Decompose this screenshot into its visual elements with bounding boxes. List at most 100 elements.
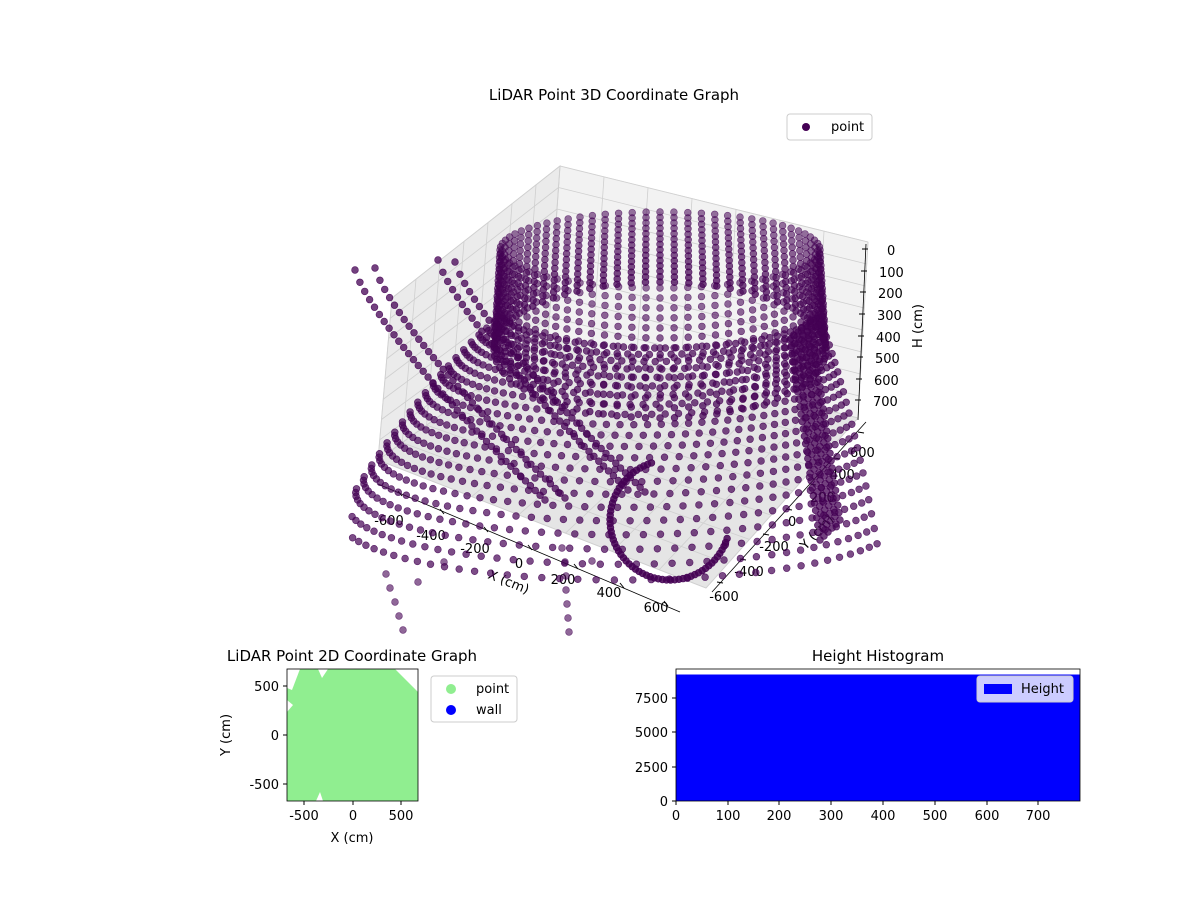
data-point bbox=[533, 405, 541, 413]
data-point bbox=[495, 329, 503, 337]
data-point bbox=[643, 420, 652, 429]
data-point bbox=[435, 431, 443, 439]
data-point bbox=[448, 517, 457, 526]
data-point bbox=[780, 330, 788, 338]
data-point bbox=[512, 445, 520, 454]
data-point bbox=[581, 389, 590, 397]
data-point bbox=[602, 420, 611, 429]
data-point bbox=[395, 308, 404, 317]
y-tick-label: -500 bbox=[249, 778, 279, 793]
data-point bbox=[563, 296, 572, 304]
data-point bbox=[779, 228, 787, 236]
data-point bbox=[639, 530, 648, 539]
data-point bbox=[656, 391, 665, 399]
data-point bbox=[782, 505, 790, 513]
data-point bbox=[476, 418, 484, 426]
data-point bbox=[768, 535, 776, 544]
data-point bbox=[514, 353, 522, 362]
data-point bbox=[485, 316, 493, 324]
data-point bbox=[616, 420, 624, 429]
data-point bbox=[794, 489, 803, 497]
data-point bbox=[606, 390, 614, 399]
data-point bbox=[739, 345, 747, 353]
data-point bbox=[667, 350, 675, 358]
data-point bbox=[549, 294, 557, 302]
data-point bbox=[529, 290, 538, 298]
data-point bbox=[742, 484, 750, 492]
data-point bbox=[688, 349, 697, 358]
data-point bbox=[463, 492, 471, 500]
data-point bbox=[697, 488, 705, 496]
data-point bbox=[797, 273, 806, 281]
data-point bbox=[378, 513, 386, 522]
data-point bbox=[796, 403, 804, 411]
data-point bbox=[589, 420, 597, 428]
data-point bbox=[641, 414, 650, 422]
data-point bbox=[725, 361, 733, 369]
data-point bbox=[736, 308, 745, 316]
data-point bbox=[747, 424, 755, 432]
data-point bbox=[558, 544, 566, 552]
data-point bbox=[787, 224, 795, 232]
data-point bbox=[711, 331, 720, 339]
data-point bbox=[538, 382, 547, 390]
data-point bbox=[773, 338, 781, 347]
data-point bbox=[722, 340, 730, 349]
data-point bbox=[592, 576, 600, 584]
data-point bbox=[522, 345, 531, 353]
data-point bbox=[792, 427, 800, 436]
legend-label-point: point bbox=[831, 120, 864, 135]
data-point bbox=[549, 501, 557, 509]
data-point bbox=[719, 347, 728, 355]
data-point bbox=[705, 542, 713, 550]
data-point bbox=[804, 454, 812, 463]
data-point bbox=[782, 491, 790, 499]
data-point bbox=[447, 548, 456, 556]
x-tick-label: 100 bbox=[716, 809, 741, 824]
y-ticks-2d: 500 0 -500 bbox=[249, 680, 287, 793]
data-point bbox=[546, 407, 554, 415]
data-point bbox=[710, 500, 719, 508]
data-point bbox=[414, 578, 422, 586]
data-point bbox=[571, 338, 579, 346]
data-point bbox=[795, 233, 803, 242]
data-point bbox=[532, 465, 540, 473]
data-point bbox=[613, 400, 621, 408]
data-point bbox=[751, 383, 760, 391]
data-point bbox=[611, 431, 619, 439]
data-point bbox=[383, 439, 391, 447]
data-point bbox=[444, 277, 452, 286]
data-point bbox=[497, 452, 505, 461]
data-point bbox=[618, 357, 626, 365]
data-point bbox=[619, 343, 628, 351]
data-point bbox=[674, 409, 683, 418]
data-point bbox=[539, 332, 547, 340]
data-point bbox=[711, 321, 720, 329]
data-point bbox=[421, 543, 429, 551]
data-point bbox=[510, 237, 519, 245]
data-point bbox=[743, 366, 752, 375]
data-point bbox=[789, 313, 797, 321]
x-tick-label: 200 bbox=[767, 809, 792, 824]
data-point bbox=[812, 514, 821, 522]
data-point bbox=[587, 319, 596, 328]
data-point bbox=[835, 553, 844, 561]
data-point bbox=[627, 279, 635, 287]
data-point bbox=[631, 391, 639, 399]
data-point bbox=[698, 418, 706, 426]
data-point bbox=[769, 480, 777, 488]
data-point bbox=[563, 600, 571, 608]
data-point bbox=[424, 347, 433, 356]
data-point bbox=[688, 543, 696, 551]
data-point bbox=[794, 227, 803, 235]
data-point bbox=[684, 357, 693, 365]
data-point bbox=[563, 344, 572, 353]
data-point bbox=[787, 343, 795, 352]
data-point bbox=[800, 312, 808, 320]
data-point bbox=[757, 457, 765, 465]
data-point bbox=[442, 434, 451, 442]
data-point bbox=[771, 267, 780, 276]
data-point bbox=[614, 322, 622, 331]
data-point bbox=[532, 330, 540, 338]
